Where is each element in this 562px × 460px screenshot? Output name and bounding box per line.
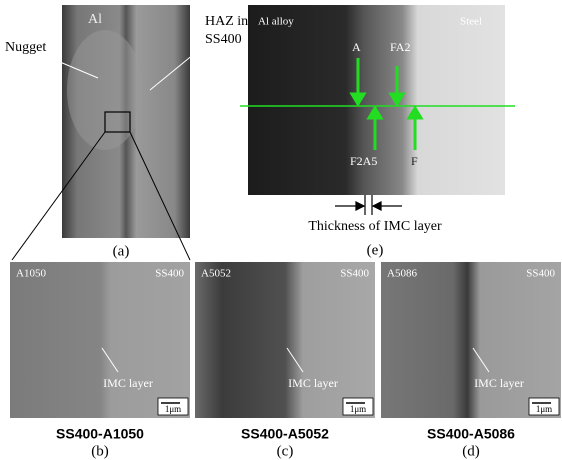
marker-label: A bbox=[352, 40, 361, 54]
thickness-arrows bbox=[335, 195, 402, 215]
label: SS400 bbox=[155, 268, 184, 280]
caption: (e) bbox=[367, 242, 384, 258]
sem-image bbox=[381, 262, 561, 418]
panel-title: SS400-A5052 bbox=[241, 426, 329, 442]
marker-label: F bbox=[411, 154, 418, 168]
scale-label: 1μm bbox=[536, 404, 552, 414]
sem-image bbox=[10, 262, 190, 418]
label: IMC layer bbox=[103, 376, 153, 390]
label: HAZ in bbox=[205, 14, 248, 29]
label: A5052 bbox=[201, 268, 231, 280]
label: Nugget bbox=[5, 40, 46, 55]
panel-title: SS400-A5086 bbox=[427, 426, 515, 442]
sem-image bbox=[195, 262, 375, 418]
label: A1050 bbox=[16, 268, 46, 280]
caption: (b) bbox=[91, 443, 109, 459]
label: SS400 bbox=[340, 268, 369, 280]
label: Steel bbox=[460, 16, 482, 28]
label: SS400 bbox=[205, 32, 242, 47]
figure: Al Nugget HAZ in SS400 (a) Al alloy Stee… bbox=[0, 0, 562, 460]
label: IMC layer bbox=[288, 376, 338, 390]
label: Al bbox=[88, 12, 102, 27]
label: A5086 bbox=[387, 268, 417, 280]
annotation: Thickness of IMC layer bbox=[308, 219, 442, 234]
label: Al alloy bbox=[258, 16, 294, 28]
scale-label: 1μm bbox=[350, 404, 366, 414]
marker-label: FA2 bbox=[390, 40, 410, 54]
caption: (a) bbox=[113, 243, 130, 259]
scale-label: 1μm bbox=[165, 404, 181, 414]
panel-title: SS400-A1050 bbox=[56, 426, 144, 442]
label: SS400 bbox=[526, 268, 555, 280]
marker-label: F2A5 bbox=[350, 154, 377, 168]
bottom-panels: A1050 SS400 IMC layer 1μm SS400-A1050(b) A505… bbox=[10, 262, 561, 459]
label: IMC layer bbox=[474, 376, 524, 390]
caption: (d) bbox=[462, 443, 480, 459]
caption: (c) bbox=[277, 443, 294, 459]
